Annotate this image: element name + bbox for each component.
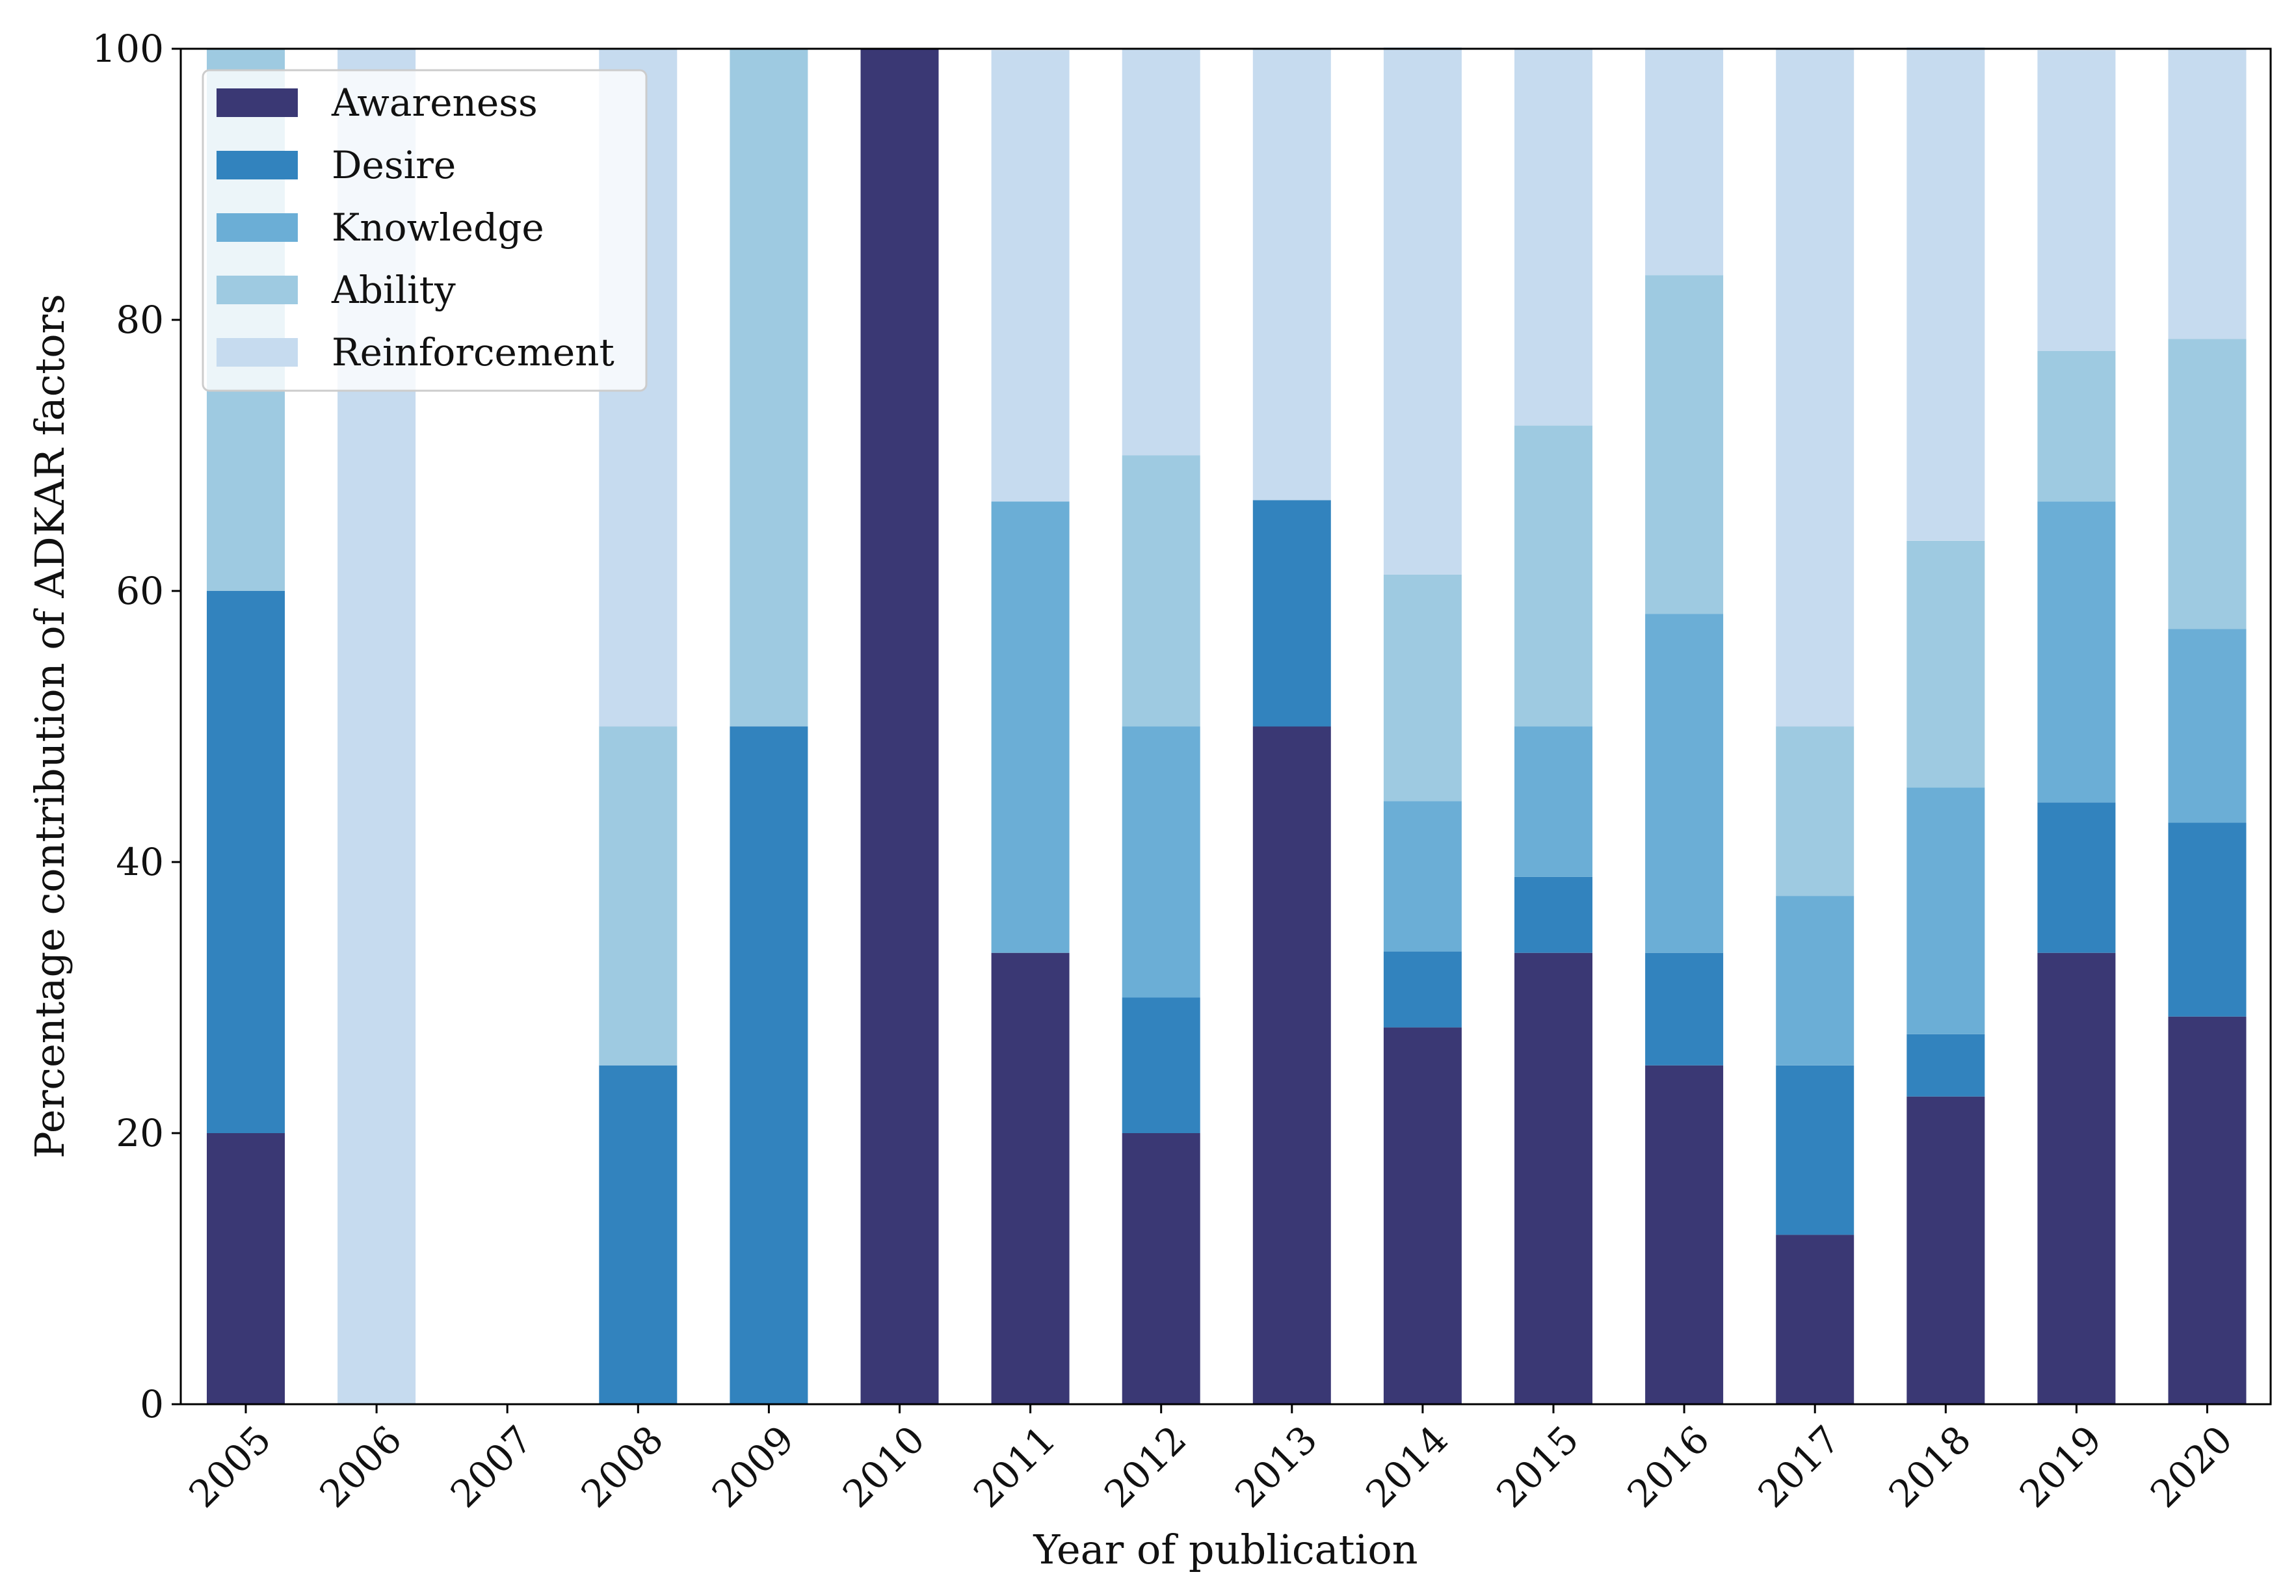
legend-swatch-reinforcement [217, 338, 298, 367]
x-tick-label-2020: 2020 [2142, 1417, 2241, 1516]
y-tick-label-100: 100 [92, 27, 164, 71]
bar-awareness-2011 [991, 952, 1070, 1404]
x-tick-label-2010: 2010 [834, 1417, 933, 1516]
legend-label-reinforcement: Reinforcement [332, 330, 614, 374]
bar-reinforcement-2012 [1122, 49, 1200, 456]
y-tick-label-60: 60 [116, 569, 164, 613]
y-tick-label-20: 20 [116, 1111, 164, 1155]
legend-label-awareness: Awareness [331, 81, 538, 125]
bar-awareness-2017 [1776, 1235, 1854, 1404]
bar-knowledge-2015 [1514, 726, 1592, 877]
bar-ability-2012 [1122, 455, 1200, 727]
x-tick-label-2015: 2015 [1488, 1417, 1587, 1516]
x-tick-label-2005: 2005 [180, 1417, 279, 1516]
bar-desire-2020 [2168, 822, 2247, 1017]
bar-knowledge-2019 [2037, 501, 2116, 803]
bar-awareness-2012 [1122, 1133, 1200, 1404]
bar-ability-2009 [730, 49, 808, 727]
bar-reinforcement-2017 [1776, 49, 1854, 727]
x-tick-label-2013: 2013 [1226, 1417, 1325, 1516]
bar-reinforcement-2011 [991, 50, 1070, 502]
y-tick-label-80: 80 [116, 298, 164, 342]
y-tick-label-0: 0 [140, 1382, 164, 1426]
legend-swatch-desire [217, 151, 298, 179]
bar-reinforcement-2020 [2168, 49, 2247, 339]
bar-desire-2013 [1252, 500, 1331, 727]
bar-reinforcement-2013 [1252, 49, 1331, 501]
x-tick-label-2006: 2006 [311, 1417, 410, 1516]
bar-ability-2015 [1514, 425, 1592, 727]
x-tick-label-2011: 2011 [965, 1417, 1064, 1516]
bar-desire-2005 [207, 591, 285, 1133]
bar-ability-2020 [2168, 339, 2247, 629]
bar-awareness-2020 [2168, 1016, 2247, 1404]
bar-ability-2019 [2037, 351, 2116, 502]
bar-desire-2014 [1383, 951, 1462, 1028]
bar-desire-2015 [1514, 876, 1592, 953]
bar-awareness-2005 [207, 1133, 285, 1404]
bar-reinforcement-2018 [1907, 47, 1985, 541]
bar-reinforcement-2015 [1514, 49, 1592, 426]
bar-desire-2009 [730, 726, 808, 1404]
bar-knowledge-2012 [1122, 726, 1200, 998]
legend-frame [202, 69, 648, 392]
bar-knowledge-2014 [1383, 801, 1462, 952]
plot-frame [179, 47, 2272, 1406]
bar-knowledge-2020 [2168, 629, 2247, 823]
legend: Awareness Desire Knowledge Ability Reinforce… [202, 69, 648, 392]
bar-desire-2008 [599, 1065, 678, 1405]
bar-awareness-2013 [1252, 726, 1331, 1404]
legend-label-desire: Desire [332, 143, 456, 187]
bar-desire-2016 [1645, 952, 1724, 1066]
x-tick-label-2019: 2019 [2011, 1417, 2110, 1516]
y-axis-title: Percentage contribution of ADKAR factors [26, 294, 73, 1158]
bar-ability-2017 [1776, 726, 1854, 896]
bar-desire-2018 [1907, 1034, 1985, 1097]
axes-layer [179, 47, 2272, 1406]
x-tick-label-2014: 2014 [1357, 1417, 1456, 1516]
bar-awareness-2019 [2037, 952, 2116, 1404]
bar-knowledge-2011 [991, 501, 1070, 953]
legend-swatch-knowledge [217, 213, 298, 242]
x-axis-title: Year of publication [1033, 1526, 1418, 1573]
bar-ability-2008 [599, 726, 678, 1066]
x-tick-label-2017: 2017 [1750, 1417, 1849, 1516]
bar-knowledge-2018 [1907, 787, 1985, 1034]
legend-swatch-ability [217, 276, 298, 304]
x-tick-label-2007: 2007 [442, 1417, 541, 1516]
bar-knowledge-2017 [1776, 896, 1854, 1066]
y-axis-ticks: 0 20 40 60 80 100 [92, 27, 181, 1426]
x-tick-label-2012: 2012 [1096, 1417, 1194, 1516]
bar-ability-2014 [1383, 575, 1462, 802]
legend-label-knowledge: Knowledge [332, 205, 544, 250]
x-tick-label-2008: 2008 [573, 1417, 672, 1516]
bar-ability-2018 [1907, 540, 1985, 788]
bar-awareness-2016 [1645, 1065, 1724, 1405]
bar-reinforcement-2016 [1645, 49, 1724, 276]
x-axis-ticks: 2005 2006 2007 2008 2009 2010 2011 2012 2013 2014… [180, 1404, 2241, 1516]
bar-knowledge-2016 [1645, 614, 1724, 953]
bar-ability-2016 [1645, 275, 1724, 614]
y-tick-label-40: 40 [116, 840, 164, 884]
x-tick-label-2016: 2016 [1619, 1417, 1718, 1516]
bar-awareness-2015 [1514, 952, 1592, 1404]
bar-awareness-2010 [860, 49, 939, 1404]
bar-awareness-2018 [1907, 1096, 1985, 1404]
x-tick-label-2018: 2018 [1880, 1417, 1979, 1516]
legend-label-ability: Ability [331, 268, 456, 312]
bar-awareness-2014 [1383, 1027, 1462, 1404]
x-tick-label-2009: 2009 [704, 1417, 802, 1516]
bar-desire-2017 [1776, 1065, 1854, 1235]
bar-reinforcement-2019 [2037, 50, 2116, 351]
bar-desire-2019 [2037, 802, 2116, 953]
bar-desire-2012 [1122, 997, 1200, 1133]
legend-swatch-awareness [217, 88, 298, 117]
bar-reinforcement-2014 [1383, 47, 1462, 575]
